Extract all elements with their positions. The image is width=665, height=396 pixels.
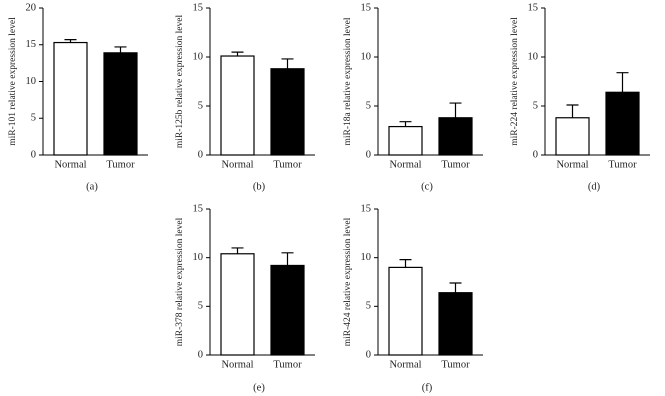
y-tick-label: 10 bbox=[528, 51, 539, 62]
x-tick-label: Tumor bbox=[441, 159, 470, 170]
x-tick-label: Normal bbox=[54, 159, 86, 170]
y-tick-label: 0 bbox=[366, 349, 371, 360]
error-bar bbox=[449, 102, 462, 118]
y-tick-label: 10 bbox=[361, 51, 372, 62]
bar bbox=[555, 117, 590, 156]
y-tick-label: 10 bbox=[361, 252, 372, 263]
bar bbox=[438, 117, 473, 156]
error-bar bbox=[449, 282, 462, 293]
y-tick-label: 10 bbox=[26, 76, 37, 87]
y-tick-label: 15 bbox=[528, 2, 539, 13]
error-bar bbox=[566, 104, 579, 118]
x-tick-label: Normal bbox=[221, 359, 253, 370]
y-axis-label: miR-125b relative expression level bbox=[175, 15, 185, 149]
error-bar bbox=[231, 247, 244, 254]
panel-label: (e) bbox=[253, 382, 265, 393]
panel-label: (b) bbox=[253, 181, 266, 192]
error-bar bbox=[281, 252, 294, 266]
x-tick-label: Tumor bbox=[273, 159, 302, 170]
y-tick-label: 0 bbox=[198, 149, 203, 160]
y-axis-label: miR-101 relative expression level bbox=[8, 17, 18, 146]
y-axis-label: miR-424 relative expression level bbox=[343, 217, 353, 346]
y-tick-label: 5 bbox=[198, 301, 203, 312]
panel-label: (a) bbox=[86, 181, 98, 192]
bar bbox=[438, 292, 473, 356]
x-tick-label: Tumor bbox=[106, 159, 135, 170]
y-tick-label: 5 bbox=[366, 100, 371, 111]
y-tick-label: 0 bbox=[198, 349, 203, 360]
error-bar bbox=[114, 46, 127, 53]
y-tick-label: 0 bbox=[366, 149, 371, 160]
panel-label: (c) bbox=[421, 181, 433, 192]
y-tick-label: 15 bbox=[26, 39, 37, 50]
error-bar bbox=[399, 259, 412, 268]
error-bar bbox=[399, 121, 412, 127]
x-tick-label: Tumor bbox=[273, 359, 302, 370]
y-tick-label: 5 bbox=[198, 100, 203, 111]
y-axis-label: miR-378 relative expression level bbox=[175, 217, 185, 346]
y-tick-label: 15 bbox=[361, 2, 372, 13]
y-tick-label: 10 bbox=[193, 252, 204, 263]
x-tick-label: Normal bbox=[221, 159, 253, 170]
y-tick-label: 10 bbox=[193, 51, 204, 62]
y-tick-label: 0 bbox=[533, 149, 538, 160]
bar bbox=[270, 68, 305, 156]
x-tick-label: Tumor bbox=[608, 159, 637, 170]
y-tick-label: 0 bbox=[31, 149, 36, 160]
bar bbox=[103, 52, 138, 156]
y-axis-label: miR-18a relative expression level bbox=[343, 17, 353, 145]
y-tick-label: 5 bbox=[31, 113, 36, 124]
x-tick-label: Normal bbox=[556, 159, 588, 170]
error-bar bbox=[616, 72, 629, 93]
y-axis-label: miR-224 relative expression level bbox=[510, 17, 520, 146]
y-tick-label: 15 bbox=[193, 203, 204, 214]
y-tick-label: 5 bbox=[366, 301, 371, 312]
x-tick-label: Normal bbox=[389, 359, 421, 370]
y-tick-label: 20 bbox=[26, 2, 37, 13]
y-tick-label: 5 bbox=[533, 100, 538, 111]
y-tick-label: 15 bbox=[361, 203, 372, 214]
bar bbox=[605, 91, 640, 156]
x-tick-label: Tumor bbox=[441, 359, 470, 370]
bar bbox=[388, 266, 423, 356]
panel-label: (f) bbox=[422, 382, 433, 393]
error-bar bbox=[231, 51, 244, 57]
bar bbox=[270, 264, 305, 356]
error-bar bbox=[281, 58, 294, 69]
bar bbox=[220, 253, 255, 356]
x-tick-label: Normal bbox=[389, 159, 421, 170]
panel-label: (d) bbox=[588, 181, 601, 192]
bar bbox=[388, 125, 423, 156]
bar bbox=[53, 41, 88, 156]
bar bbox=[220, 55, 255, 156]
y-tick-label: 15 bbox=[193, 2, 204, 13]
